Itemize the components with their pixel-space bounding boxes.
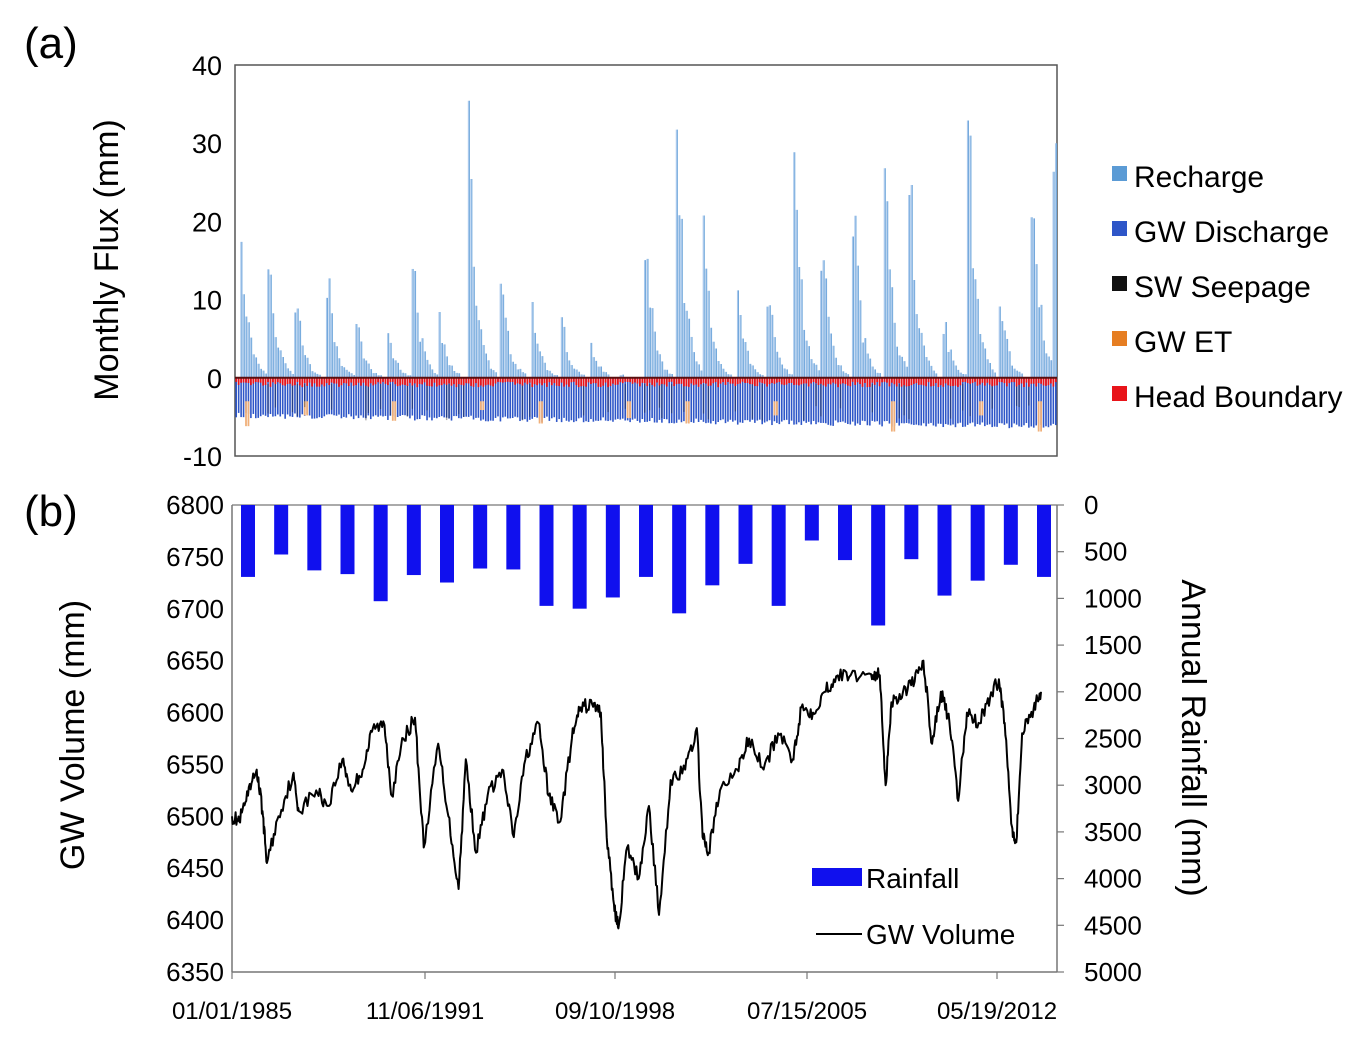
rainfall-bar-1989	[373, 505, 388, 602]
panel-b-ytick-3: 6650	[166, 646, 224, 676]
rainfall-bar-2003	[838, 505, 852, 561]
panel-b-ytick-right-6: 3000	[1084, 770, 1142, 800]
legend-label-0: Recharge	[1134, 161, 1264, 194]
legend-label-2: SW Seepage	[1134, 271, 1311, 304]
panel-b-ytick-right-5: 2500	[1084, 724, 1142, 754]
panel-a-ytick-3: 10	[192, 286, 222, 316]
legend-label-1: GW Discharge	[1134, 216, 1329, 249]
panel-b-legend: Rainfall GW Volume	[812, 863, 1015, 950]
rainfall-bar-1994	[539, 505, 554, 606]
panel-b-ytick-right-7: 3500	[1084, 817, 1142, 847]
panel-b-ytick-6: 6500	[166, 801, 224, 831]
gw-volume-line	[231, 659, 1042, 930]
panel-b-y-ticks-right: 0 500 1000 1500 2000 2500 3000 3500 4000 4500 5000	[1057, 490, 1142, 987]
panel-a-ytick-2: 20	[192, 207, 222, 237]
panel-b-ylabel-right: Annual Rainfall (mm)	[1174, 579, 1212, 896]
rainfall-bar-2005	[904, 505, 919, 560]
rainfall-bar-1996	[605, 505, 620, 598]
rainfall-bar-1998	[672, 505, 687, 614]
rainfall-bar-2007	[970, 505, 985, 581]
panel-b-x-ticks: 01/01/1985 11/06/1991 09/10/1998 07/15/2005…	[172, 972, 1057, 1025]
panel-b-ytick-right-9: 4500	[1084, 910, 1142, 940]
panel-b-xtick-0: 01/01/1985	[172, 998, 292, 1025]
panel-b-ytick-1: 6750	[166, 542, 224, 572]
panel-b-ytick-8: 6400	[166, 905, 224, 935]
legend-label-4: Head Boundary	[1134, 381, 1342, 414]
panel-a-y-ticks: 40 30 20 10 0 -10	[183, 51, 222, 472]
rainfall-bar-2001	[771, 505, 786, 606]
panel-b-ytick-right-10: 5000	[1084, 957, 1142, 987]
panel-b-xtick-2: 09/10/1998	[555, 998, 675, 1025]
legend-swatch-3	[1112, 331, 1127, 346]
panel-a: (a) Monthly Flux (mm) 40 30 20 10 0 -10 Recha…	[24, 19, 1342, 472]
panel-b: (b) GW Volume (mm) Annual Rainfall (mm) …	[24, 487, 1212, 1025]
legend-swatch-1	[1112, 221, 1127, 236]
rainfall-bar-1987	[307, 505, 322, 571]
rainfall-bar-1993	[506, 505, 521, 570]
panel-b-plot-area	[231, 504, 1058, 973]
panel-a-plot-area	[234, 64, 1058, 457]
rainfall-bar-1997	[639, 505, 653, 577]
panel-b-ytick-2: 6700	[166, 594, 224, 624]
panel-b-ytick-4: 6600	[166, 698, 224, 728]
rainfall-bar-1985	[241, 505, 255, 577]
panel-a-ytick-1: 30	[192, 129, 222, 159]
panel-b-ytick-right-2: 1000	[1084, 583, 1142, 613]
panel-a-ytick-4: 0	[207, 364, 222, 394]
rainfall-bar-2002	[804, 505, 819, 541]
panel-b-ytick-right-1: 500	[1084, 537, 1127, 567]
legend-swatch-0	[1112, 166, 1127, 181]
panel-b-ytick-right-4: 2000	[1084, 677, 1142, 707]
panel-b-y-ticks: 6800 6750 6700 6650 6600 6550 6500 6450 6400 6350	[166, 490, 224, 987]
panel-b-ytick-0: 6800	[166, 490, 224, 520]
panel-a-label: (a)	[24, 19, 78, 68]
panel-b-ylabel: GW Volume (mm)	[54, 600, 92, 870]
panel-a-legend: Recharge GW Discharge SW Seepage GW ET Head …	[1112, 161, 1342, 414]
rainfall-bar-2009	[1037, 505, 1051, 577]
rainfall-bar-1992	[473, 505, 488, 569]
legend-label-3: GW ET	[1134, 326, 1232, 359]
legend-swatch-2	[1112, 276, 1127, 291]
rainfall-bar-1988	[340, 505, 355, 575]
panel-b-xtick-1: 11/06/1991	[366, 998, 484, 1025]
panel-b-ytick-7: 6450	[166, 853, 224, 883]
legend-swatch-4	[1112, 386, 1127, 401]
panel-a-ytick-0: 40	[192, 51, 222, 81]
rainfall-bar-2000	[738, 505, 753, 564]
panel-b-xtick-4: 05/19/2012	[937, 998, 1057, 1025]
rainfall-bar-1991	[440, 505, 454, 583]
panel-a-ytick-5: -10	[183, 442, 222, 472]
rainfall-bar-2008	[1003, 505, 1018, 565]
rainfall-bar-1995	[572, 505, 587, 609]
legend-gw-volume-label: GW Volume	[866, 919, 1015, 950]
panel-b-label: (b)	[24, 487, 78, 536]
panel-b-ytick-right-3: 1500	[1084, 630, 1142, 660]
panel-a-ylabel: Monthly Flux (mm)	[88, 119, 126, 400]
panel-b-ytick-right-8: 4000	[1084, 864, 1142, 894]
legend-rainfall-swatch	[812, 868, 862, 886]
legend-rainfall-label: Rainfall	[866, 863, 959, 894]
rainfall-bar-1986	[274, 505, 289, 555]
panel-b-ytick-9: 6350	[166, 957, 224, 987]
rainfall-bar-2004	[871, 505, 886, 626]
rainfall-bar-1990	[406, 505, 421, 576]
panel-b-ytick-right-0: 0	[1084, 490, 1098, 520]
panel-b-ytick-5: 6550	[166, 749, 224, 779]
panel-b-xtick-3: 07/15/2005	[747, 998, 867, 1025]
rainfall-bar-1999	[705, 505, 720, 586]
rainfall-bar-2006	[937, 505, 952, 596]
